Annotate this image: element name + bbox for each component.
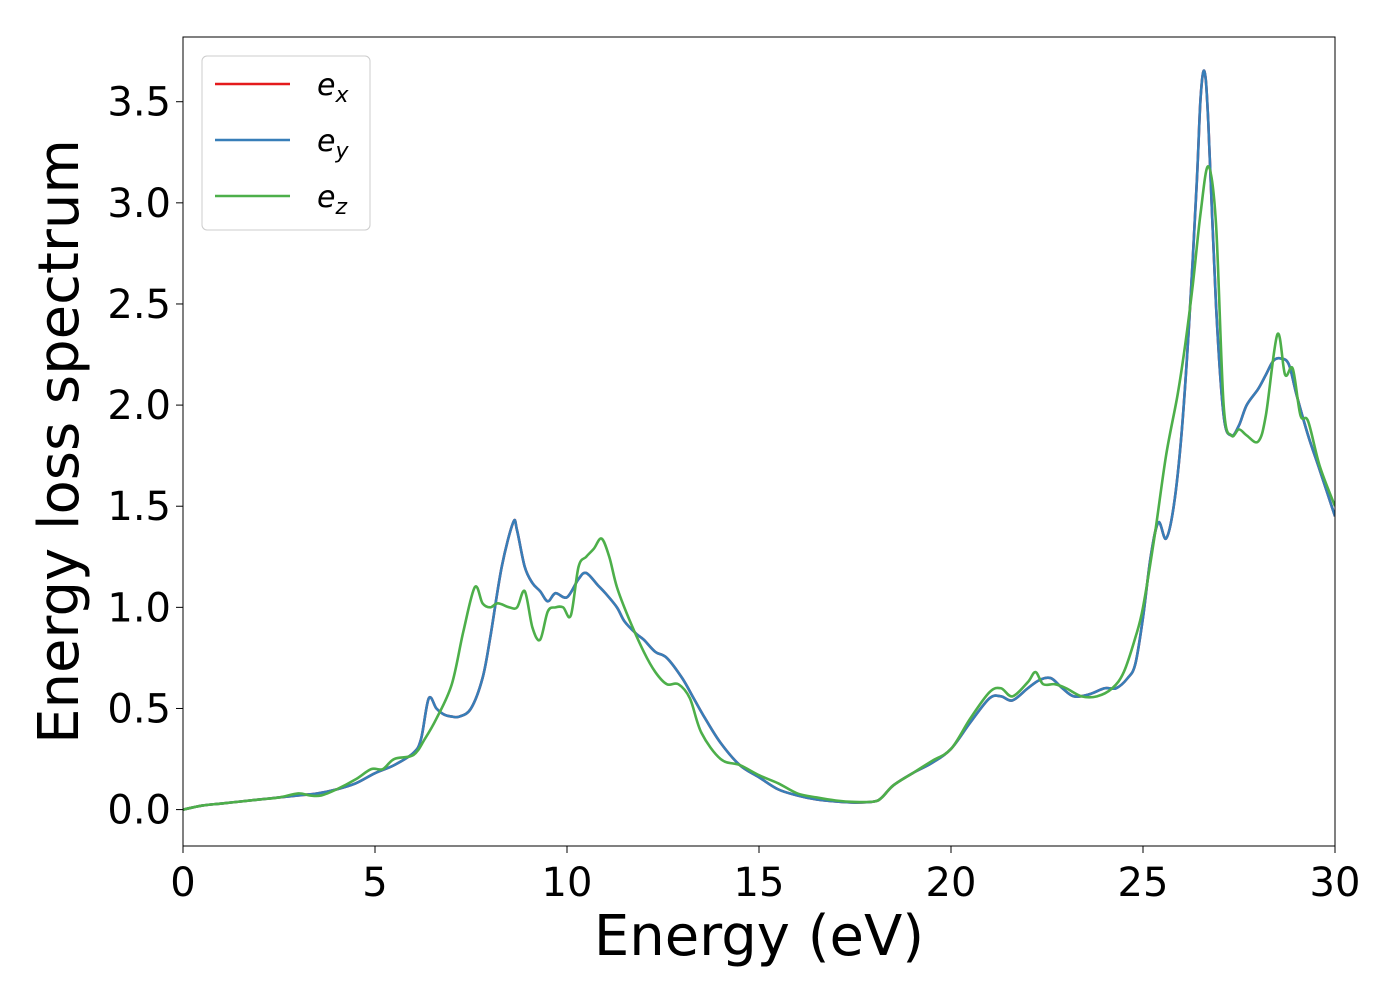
y-tick-label: 2.5 xyxy=(107,282,171,328)
series-line-y xyxy=(183,69,1335,811)
legend-box xyxy=(201,55,371,231)
x-axis-label: Energy (eV) xyxy=(594,904,924,969)
legend: ex ey ez xyxy=(201,55,371,231)
x-tick-label: 0 xyxy=(170,860,195,906)
legend-label-y: ey xyxy=(317,124,349,164)
series-layer xyxy=(183,69,1335,811)
y-axis-ticks: 0.0 0.5 1.0 1.5 2.0 2.5 3.0 3.5 xyxy=(107,80,183,834)
y-tick-label: 3.5 xyxy=(107,80,171,126)
y-axis-label: Energy loss spectrum xyxy=(27,139,92,744)
series-line-z xyxy=(183,165,1335,811)
legend-label-x: ex xyxy=(317,68,349,108)
y-tick-label: 2.0 xyxy=(107,383,171,429)
legend-label-z: ez xyxy=(317,180,347,220)
x-axis-ticks: 0 5 10 15 20 25 30 xyxy=(170,846,1360,906)
y-tick-label: 1.0 xyxy=(107,585,171,631)
x-tick-label: 30 xyxy=(1310,860,1361,906)
y-tick-label: 0.0 xyxy=(107,788,171,834)
x-tick-label: 20 xyxy=(926,860,977,906)
x-tick-label: 25 xyxy=(1118,860,1169,906)
y-tick-label: 1.5 xyxy=(107,484,171,530)
x-tick-label: 15 xyxy=(734,860,785,906)
x-tick-label: 10 xyxy=(542,860,593,906)
y-tick-label: 0.5 xyxy=(107,686,171,732)
y-tick-label: 3.0 xyxy=(107,181,171,227)
x-tick-label: 5 xyxy=(362,860,387,906)
